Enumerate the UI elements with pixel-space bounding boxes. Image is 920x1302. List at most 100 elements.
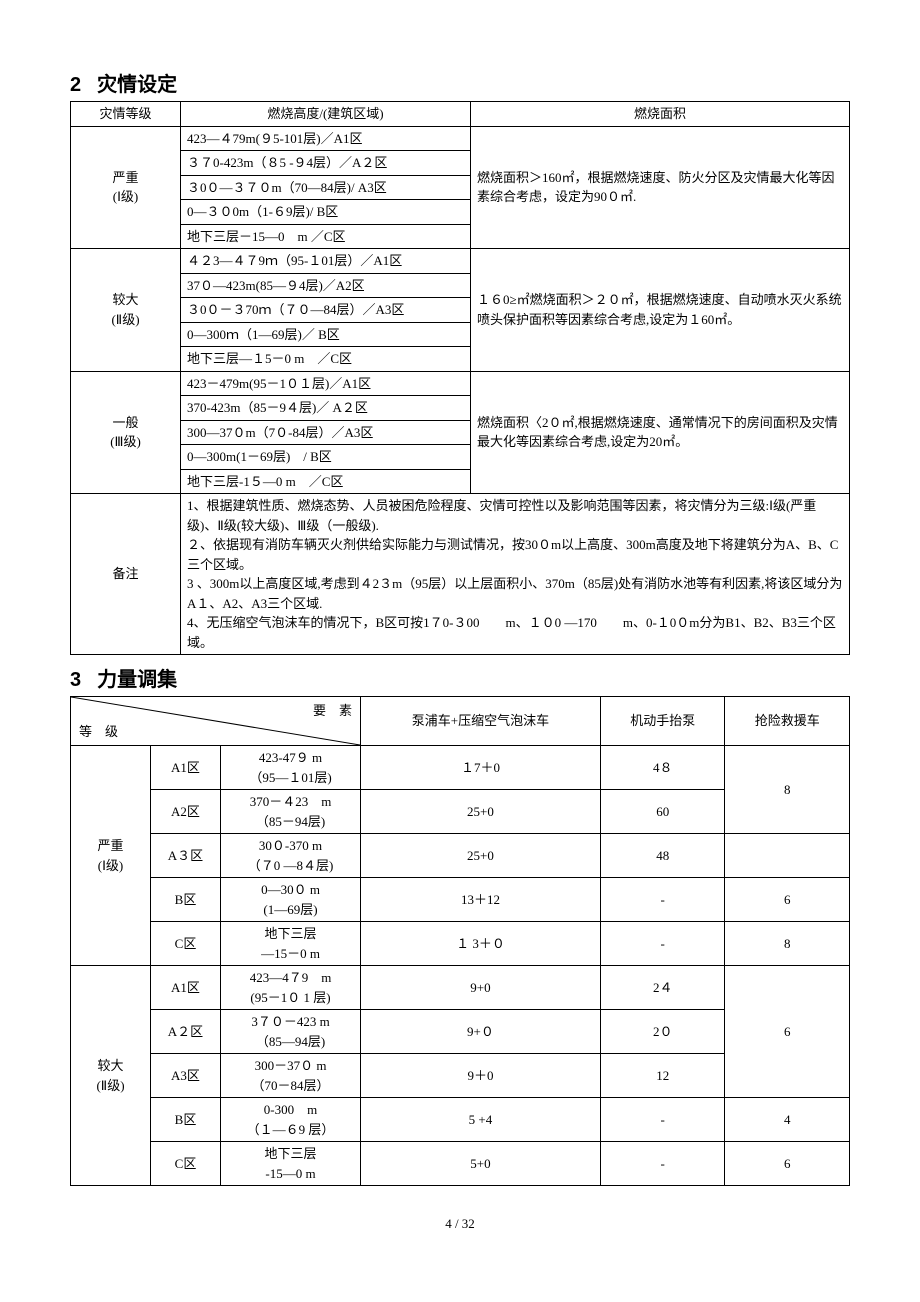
page-footer: 4 / 32 <box>70 1216 850 1232</box>
value-cell: 5+0 <box>361 1142 601 1186</box>
value-cell <box>725 834 850 878</box>
range-cell: 37０—423m(85—９4层)／A2区 <box>181 273 471 298</box>
table-header-row: 灾情等级 燃烧高度/(建筑区域) 燃烧面积 <box>71 102 850 127</box>
value-cell: 48 <box>600 834 725 878</box>
table-header-row: 要 素 等 级 泵浦车+压缩空气泡沫车 机动手抬泵 抢险救援车 <box>71 697 850 746</box>
zone-cell: A1区 <box>151 746 221 790</box>
level-cell: 较大 (Ⅱ级) <box>71 249 181 372</box>
table-disaster-setting: 灾情等级 燃烧高度/(建筑区域) 燃烧面积 严重 (Ⅰ级)423—４79m(９5… <box>70 101 850 655</box>
diag-bot-label: 等 级 <box>79 722 118 742</box>
zone-cell: B区 <box>151 878 221 922</box>
col-header: 燃烧面积 <box>471 102 850 127</box>
range-cell: 300—37０m（7０-84层）／A3区 <box>181 420 471 445</box>
value-cell: 5 +4 <box>361 1098 601 1142</box>
table-row: 较大 (Ⅱ级)A1区423—4７9 m (95－1０ 1 层)9+02４6 <box>71 966 850 1010</box>
zone-cell: A1区 <box>151 966 221 1010</box>
zone-cell: A2区 <box>151 790 221 834</box>
section3-num: 3 <box>70 669 81 691</box>
value-cell: 6 <box>725 1142 850 1186</box>
range-cell: 370－４23 m （85－94层) <box>221 790 361 834</box>
table-force-dispatch: 要 素 等 级 泵浦车+压缩空气泡沫车 机动手抬泵 抢险救援车 严重 (Ⅰ级)A… <box>70 696 850 1186</box>
col-header: 机动手抬泵 <box>600 697 725 746</box>
range-cell: ４２3—４７9ｍ（95-１01层）／A1区 <box>181 249 471 274</box>
area-cell: １６0≥㎡燃烧面积＞２０㎡，根据燃烧速度、自动喷水灭火系统喷头保护面积等因素综合… <box>471 249 850 372</box>
col-header: 燃烧高度/(建筑区域) <box>181 102 471 127</box>
range-cell: 地下三层 —15－0 m <box>221 922 361 966</box>
value-cell: 6 <box>725 966 850 1098</box>
table-row: C区地下三层 —15－0 m１ 3＋０-8 <box>71 922 850 966</box>
table-row: B区0-300 m （１—６9 层）5 +4-4 <box>71 1098 850 1142</box>
value-cell: 25+0 <box>361 834 601 878</box>
area-cell: 燃烧面积〈2０㎡,根据燃烧速度、通常情况下的房间面积及灾情最大化等因素综合考虑,… <box>471 371 850 494</box>
value-cell: 4 <box>725 1098 850 1142</box>
range-cell: 30０-370 m （７0 —8４层) <box>221 834 361 878</box>
range-cell: 0-300 m （１—６9 层） <box>221 1098 361 1142</box>
range-cell: ３0０—３７０m（70—84层)/ A3区 <box>181 175 471 200</box>
value-cell: 6 <box>725 878 850 922</box>
value-cell: 13＋12 <box>361 878 601 922</box>
section2-title: 灾情设定 <box>97 74 177 96</box>
zone-cell: A3区 <box>151 1054 221 1098</box>
zone-cell: C区 <box>151 1142 221 1186</box>
diagonal-header: 要 素 等 级 <box>71 697 361 746</box>
range-cell: 地下三层－15—0 m ／C区 <box>181 224 471 249</box>
col-header: 灾情等级 <box>71 102 181 127</box>
table-row: C区地下三层 -15—0 m5+0-6 <box>71 1142 850 1186</box>
remarks-label: 备注 <box>71 494 181 655</box>
section2-num: 2 <box>70 74 81 96</box>
value-cell: - <box>600 922 725 966</box>
range-cell: 地下三层 -15—0 m <box>221 1142 361 1186</box>
value-cell: 2４ <box>600 966 725 1010</box>
value-cell: 8 <box>725 746 850 834</box>
value-cell: 8 <box>725 922 850 966</box>
range-cell: 423－479m(95－1０１层)／A1区 <box>181 371 471 396</box>
range-cell: 地下三层—１5－0 m ／C区 <box>181 347 471 372</box>
range-cell: 370-423m（85－9４层)／ A２区 <box>181 396 471 421</box>
value-cell: 60 <box>600 790 725 834</box>
level-cell: 严重 (Ⅰ级) <box>71 746 151 966</box>
table-row: 严重 (Ⅰ级)A1区423-47９ m （95—１01层)１7＋04８8 <box>71 746 850 790</box>
range-cell: 0—30０ m (1—69层) <box>221 878 361 922</box>
remarks-row: 备注 1、根据建筑性质、燃烧态势、人员被困危险程度、灾情可控性以及影响范围等因素… <box>71 494 850 655</box>
value-cell: 9+0 <box>361 966 601 1010</box>
level-cell: 较大 (Ⅱ级) <box>71 966 151 1186</box>
area-cell: 燃烧面积＞160㎡，根据燃烧速度、防火分区及灾情最大化等因素综合考虑，设定为90… <box>471 126 850 249</box>
value-cell: - <box>600 878 725 922</box>
range-cell: ３0０－３70ｍ（７０—84层）／A3区 <box>181 298 471 323</box>
value-cell: 4８ <box>600 746 725 790</box>
range-cell: 0—３０0m（1-６9层)/ B区 <box>181 200 471 225</box>
section3-title: 力量调集 <box>97 669 177 691</box>
value-cell: 2０ <box>600 1010 725 1054</box>
section2-heading: 2 灾情设定 <box>70 68 850 97</box>
table-row: 严重 (Ⅰ级)423—４79m(９5-101层)／A1区燃烧面积＞160㎡，根据… <box>71 126 850 151</box>
zone-cell: A２区 <box>151 1010 221 1054</box>
range-cell: 0—300m(1－69层) / B区 <box>181 445 471 470</box>
zone-cell: C区 <box>151 922 221 966</box>
value-cell: １7＋0 <box>361 746 601 790</box>
value-cell: 25+0 <box>361 790 601 834</box>
col-header: 泵浦车+压缩空气泡沫车 <box>361 697 601 746</box>
value-cell: - <box>600 1098 725 1142</box>
range-cell: 423—4７9 m (95－1０ 1 层) <box>221 966 361 1010</box>
value-cell: 9＋0 <box>361 1054 601 1098</box>
level-cell: 严重 (Ⅰ级) <box>71 126 181 249</box>
zone-cell: B区 <box>151 1098 221 1142</box>
range-cell: ３７0-423m（８5 -９4层）／A２区 <box>181 151 471 176</box>
range-cell: 423-47９ m （95—１01层) <box>221 746 361 790</box>
diag-top-label: 要 素 <box>313 701 352 721</box>
value-cell: - <box>600 1142 725 1186</box>
range-cell: 423—４79m(９5-101层)／A1区 <box>181 126 471 151</box>
zone-cell: A３区 <box>151 834 221 878</box>
remarks-text: 1、根据建筑性质、燃烧态势、人员被困危险程度、灾情可控性以及影响范围等因素，将灾… <box>181 494 850 655</box>
col-header: 抢险救援车 <box>725 697 850 746</box>
table-row: 较大 (Ⅱ级)４２3—４７9ｍ（95-１01层）／A1区１６0≥㎡燃烧面积＞２０… <box>71 249 850 274</box>
range-cell: 300－37０ m （70－84层） <box>221 1054 361 1098</box>
range-cell: 地下三层-1５—0 m ／C区 <box>181 469 471 494</box>
level-cell: 一般 (Ⅲ级) <box>71 371 181 494</box>
range-cell: 3７０－423 m （85—94层) <box>221 1010 361 1054</box>
range-cell: 0—300ｍ（1—69层)／ B区 <box>181 322 471 347</box>
table-row: B区0—30０ m (1—69层)13＋12-6 <box>71 878 850 922</box>
value-cell: 12 <box>600 1054 725 1098</box>
table-row: A３区30０-370 m （７0 —8４层)25+048 <box>71 834 850 878</box>
value-cell: 9+０ <box>361 1010 601 1054</box>
